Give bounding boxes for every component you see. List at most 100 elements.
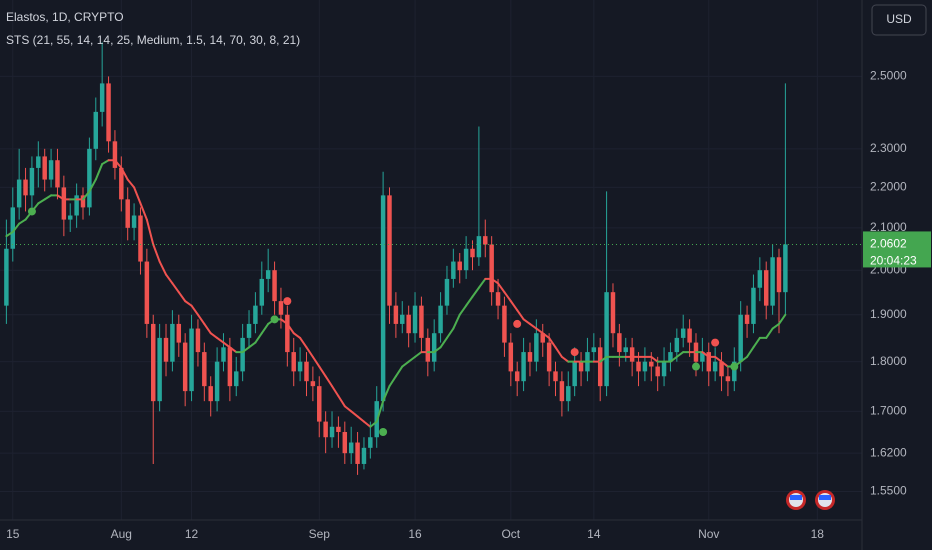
- candle-body: [368, 437, 373, 448]
- ma-line: [299, 336, 308, 349]
- candle-body: [623, 347, 628, 353]
- candle-body: [285, 314, 290, 353]
- candle-body: [514, 371, 520, 382]
- ma-line: [401, 360, 410, 368]
- candle-body: [42, 156, 47, 180]
- x-tick-label: 18: [811, 527, 825, 541]
- ma-line: [11, 222, 21, 233]
- ma-line: [228, 346, 238, 354]
- candle-body: [99, 83, 105, 112]
- candle-body: [157, 337, 162, 402]
- candle-body: [93, 111, 99, 149]
- candle-body: [655, 366, 660, 377]
- ma-line: [414, 351, 423, 358]
- candle-body: [4, 248, 9, 306]
- ma-line: [407, 355, 417, 363]
- candle-body: [323, 421, 328, 438]
- candle-body: [687, 328, 692, 343]
- ma-line: [675, 351, 685, 358]
- ma-line: [528, 322, 538, 330]
- ma-line: [222, 341, 231, 349]
- chart-title: Elastos, 1D, CRYPTO: [6, 10, 124, 24]
- ma-line: [311, 355, 321, 368]
- ma-line: [196, 313, 206, 325]
- ma-line: [452, 313, 461, 330]
- ma-line: [714, 355, 723, 363]
- candle-body: [534, 333, 539, 362]
- candle-body: [144, 261, 150, 324]
- candle-body: [732, 361, 737, 382]
- ma-line: [37, 198, 46, 205]
- ma-line: [497, 282, 506, 294]
- signal-dot: [570, 348, 579, 357]
- ma-line: [369, 420, 378, 428]
- candle-body: [661, 361, 667, 377]
- candle-body: [546, 342, 552, 372]
- ma-line: [171, 282, 180, 294]
- candle-body: [527, 352, 533, 362]
- candle-body: [489, 244, 494, 293]
- ma-line: [152, 243, 161, 263]
- ma-line: [560, 355, 570, 363]
- candle-body: [738, 314, 743, 362]
- candle-body: [29, 167, 35, 196]
- ma-line: [375, 400, 385, 423]
- currency-label[interactable]: USD: [886, 12, 912, 26]
- ma-line: [516, 309, 525, 321]
- candle-body: [451, 261, 456, 279]
- candle-body: [578, 361, 584, 372]
- candle-body: [253, 305, 258, 324]
- candle-body: [629, 347, 635, 362]
- candle-body: [757, 270, 763, 288]
- signal-dot: [513, 319, 522, 328]
- ma-line: [254, 332, 263, 344]
- candle-body: [483, 236, 488, 245]
- candle-body: [16, 179, 22, 208]
- ma-line: [490, 277, 500, 285]
- candle-body: [189, 328, 194, 392]
- candle-body: [776, 257, 782, 293]
- ma-line: [5, 230, 14, 238]
- ma-line: [184, 300, 193, 307]
- candle-body: [393, 305, 399, 324]
- candle-body: [751, 287, 756, 324]
- ma-line: [337, 395, 346, 408]
- candle-body: [36, 156, 41, 168]
- indicator-label: STS (21, 55, 14, 14, 25, Medium, 1.5, 14…: [6, 33, 300, 47]
- candle-body: [502, 305, 507, 343]
- candle-body: [470, 248, 475, 258]
- candle-body: [617, 333, 622, 353]
- candle-body: [508, 342, 514, 372]
- ma-line: [139, 202, 148, 221]
- ma-line: [503, 291, 512, 303]
- ma-line: [158, 260, 168, 276]
- ma-line: [260, 322, 270, 335]
- ma-line: [203, 322, 212, 335]
- candle-body: [227, 347, 233, 387]
- candle-body: [202, 352, 207, 387]
- candle-body: [591, 347, 597, 353]
- ma-line: [18, 218, 27, 225]
- candle-body: [610, 292, 616, 334]
- ma-line: [465, 295, 474, 307]
- candle-body: [763, 270, 769, 306]
- candle-body: [234, 371, 239, 387]
- candle-body: [291, 352, 296, 372]
- ma-line: [343, 405, 353, 413]
- y-tick-label: 1.8000: [870, 354, 907, 368]
- y-tick-label: 1.6200: [870, 445, 907, 459]
- x-tick-label: 16: [408, 527, 422, 541]
- ma-line: [145, 218, 155, 246]
- ma-line: [279, 318, 289, 325]
- ma-line: [752, 336, 761, 349]
- ma-line: [650, 355, 659, 363]
- ma-line: [541, 332, 551, 339]
- ma-line: [305, 346, 314, 358]
- y-tick-label: 1.5500: [870, 484, 907, 498]
- candle-body: [636, 361, 641, 372]
- x-tick-label: 14: [587, 527, 601, 541]
- ma-line: [324, 375, 334, 388]
- currency-button[interactable]: [871, 4, 927, 36]
